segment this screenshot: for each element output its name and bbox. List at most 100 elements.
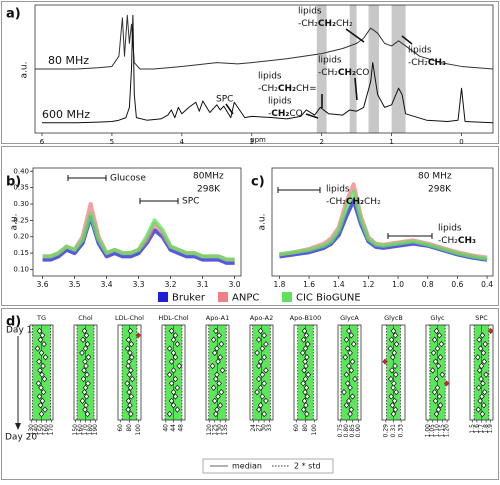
annotation: SPC	[182, 197, 199, 207]
day-point	[393, 371, 399, 378]
x-tick-label: 33	[266, 424, 273, 432]
day-point	[301, 367, 307, 374]
day-point	[476, 336, 482, 343]
x-tick-label: 0.85	[349, 424, 356, 438]
annotation: Glucose	[110, 174, 146, 184]
formula-part: -CH₂	[318, 68, 338, 78]
day-point	[124, 380, 130, 387]
day-point	[300, 406, 307, 413]
x-tick-label: 160	[43, 424, 50, 436]
day-point	[259, 371, 266, 378]
annotation-bracket	[277, 187, 321, 193]
legend-swatch	[282, 292, 292, 302]
x-tick-label: 48	[178, 424, 185, 432]
day-point	[481, 402, 487, 409]
day-point	[480, 349, 487, 356]
day-point	[433, 327, 440, 335]
day-point	[216, 332, 222, 339]
day-point	[301, 397, 308, 405]
day-point	[81, 389, 88, 396]
day-point	[393, 389, 399, 396]
day-point	[349, 393, 356, 400]
annotation: lipids	[326, 185, 350, 195]
day-point	[479, 393, 485, 400]
day-point	[168, 327, 175, 335]
day-point	[389, 367, 395, 374]
annotation-formula: -CH₂CH₃	[408, 58, 446, 68]
day-point	[257, 384, 264, 391]
day-point	[172, 393, 179, 400]
annotation-formula: -CH₂CH₂CH=	[258, 84, 317, 94]
highlight-band	[391, 5, 406, 133]
x-tick-label: 3	[250, 138, 254, 146]
x-axis-label: ppm	[250, 136, 266, 144]
day-point	[343, 402, 350, 409]
day-point	[391, 397, 398, 405]
day-point	[37, 402, 44, 409]
day-point	[303, 332, 310, 339]
day-point	[433, 410, 440, 418]
day-point	[42, 354, 49, 361]
day-point	[430, 349, 437, 356]
day-point	[38, 349, 45, 356]
day-point	[128, 367, 134, 374]
formula-part: -CH₂	[326, 197, 346, 207]
annotation-formula: -CH₂CH₂CH₂	[326, 197, 381, 207]
legend-swatch	[158, 292, 168, 302]
annotation-arrow	[401, 35, 413, 45]
y-tick-label: 0.40	[13, 167, 29, 175]
series-group	[279, 182, 488, 262]
x-tick-label: 1.05	[429, 424, 436, 438]
x-tick-label: 1.2	[362, 280, 374, 289]
day-point	[172, 375, 179, 383]
formula-part: -CH₂	[438, 236, 458, 246]
day-point	[219, 367, 226, 374]
plot-area	[32, 167, 242, 277]
day-point	[174, 406, 181, 413]
day-point	[217, 354, 224, 361]
day-point	[389, 402, 396, 409]
day-point	[174, 340, 181, 348]
annotation-bracket	[139, 198, 179, 204]
day-point	[176, 362, 183, 370]
day-point	[39, 371, 45, 378]
x-tick-label: 100	[135, 424, 142, 436]
x-tick-label: 1.15	[439, 424, 446, 438]
x-tick-label: 125	[211, 424, 218, 436]
x-tick-label: 60	[293, 424, 300, 432]
series-group	[35, 14, 493, 124]
day-point	[475, 384, 482, 391]
y-tick-label: 0.20	[13, 233, 29, 241]
legend-label: median	[232, 462, 262, 471]
y-axis-label: a.u.	[20, 62, 30, 79]
day-point	[259, 345, 266, 352]
day-point	[34, 345, 41, 352]
day-point	[300, 380, 306, 387]
day-point	[303, 384, 310, 391]
day-point	[475, 406, 482, 413]
spectrum-line	[41, 14, 493, 124]
day-point	[172, 354, 179, 361]
day-point	[127, 349, 133, 356]
x-tick-label: 3.5	[69, 280, 81, 289]
day-start-label: Day 1	[6, 326, 32, 336]
day-point	[342, 354, 349, 361]
x-tick-label: 0.6	[451, 280, 463, 289]
x-tick-label: 3.6	[37, 280, 49, 289]
x-tick-label: 1.4	[333, 280, 345, 289]
day-point	[125, 336, 132, 343]
day-point	[84, 371, 90, 378]
day-point	[213, 375, 219, 383]
annotation-arrow	[354, 77, 358, 101]
day-point	[213, 327, 219, 335]
formula-part: -	[268, 109, 271, 119]
day-point	[487, 327, 494, 335]
day-point	[348, 406, 355, 413]
panel-label: a)	[6, 7, 21, 22]
day-point	[126, 371, 133, 378]
formula-part: CH₃	[458, 236, 476, 246]
day-point	[302, 389, 308, 396]
day-point	[40, 389, 47, 396]
day-point	[263, 397, 269, 405]
day-point	[477, 345, 484, 352]
